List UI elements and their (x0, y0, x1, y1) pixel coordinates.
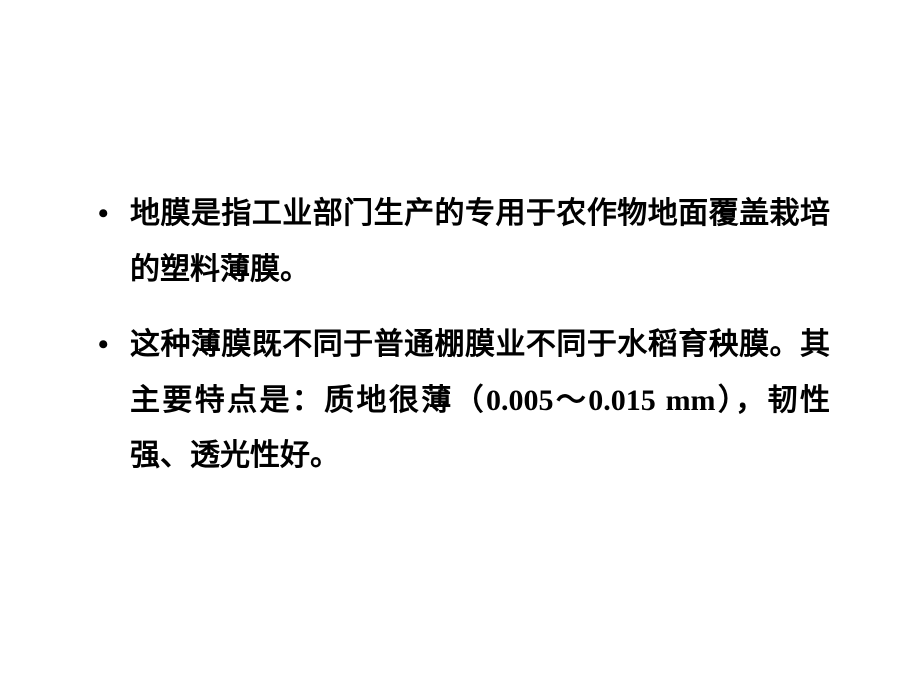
bullet-item: 这种薄膜既不同于普通棚膜业不同于水稻育秧膜。其主要特点是：质地很薄（0.005～… (90, 317, 830, 484)
slide-content: 地膜是指工业部门生产的专用于农作物地面覆盖栽培的塑料薄膜。 这种薄膜既不同于普通… (70, 186, 850, 504)
bullet-list: 地膜是指工业部门生产的专用于农作物地面覆盖栽培的塑料薄膜。 这种薄膜既不同于普通… (90, 186, 830, 484)
bullet-item: 地膜是指工业部门生产的专用于农作物地面覆盖栽培的塑料薄膜。 (90, 186, 830, 297)
